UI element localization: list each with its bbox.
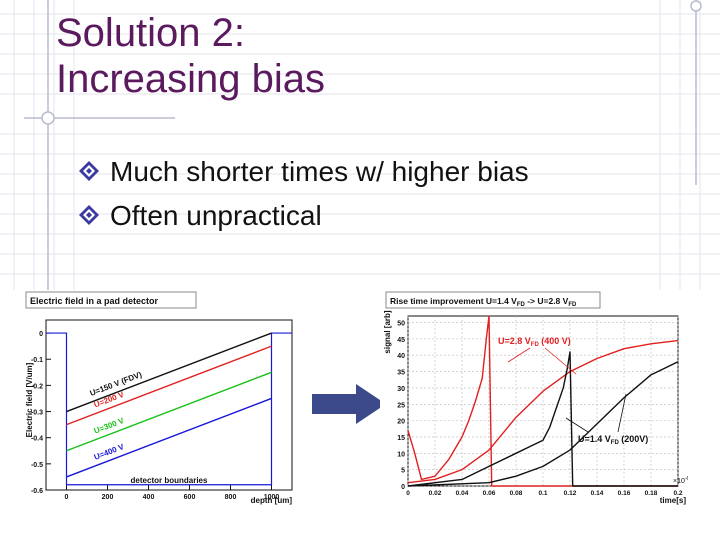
y-tick-label: -0.5 — [31, 462, 43, 469]
x-tick-label: 0.2 — [673, 490, 682, 497]
diamond-bullet-icon — [79, 161, 99, 181]
electric-field-chart: Electric field in a pad detector 0 -0.1 -0… — [24, 290, 296, 506]
x-tick-label: 0.04 — [456, 490, 469, 497]
boundaries-annotation: detector boundaries — [131, 476, 208, 485]
bullet-text: Often unpractical — [110, 200, 322, 231]
x-tick-label: 0 — [65, 494, 69, 501]
y-axis-label: Electric field [V/um] — [25, 362, 34, 437]
signal-line — [407, 351, 678, 487]
field-line — [66, 345, 272, 426]
y-tick-label: 35 — [397, 370, 405, 377]
x-tick-label: 1000 — [264, 494, 280, 501]
y-tick-label: 30 — [397, 386, 405, 393]
signal-line — [407, 361, 679, 487]
field-line — [66, 332, 272, 413]
x-multiplier-label: ×10-6 — [673, 476, 688, 485]
x-tick-label: 0.14 — [591, 490, 604, 497]
x-axis-label: time[s] — [660, 496, 687, 505]
y-tick-label: 0 — [39, 331, 43, 338]
x-tick-label: 200 — [102, 494, 114, 501]
y-tick-label: 0 — [401, 484, 405, 491]
y-tick-label: -0.2 — [31, 383, 43, 390]
x-tick-label: 800 — [225, 494, 237, 501]
y-tick-label: 10 — [397, 451, 405, 458]
y-tick-label: 20 — [397, 419, 405, 426]
x-tick-label: 0.06 — [483, 490, 496, 497]
annotation-400v: U=2.8 VFD (400 V) — [498, 336, 571, 348]
x-axis-label: depth [um] — [251, 496, 293, 505]
x-tick-label: 0.18 — [645, 490, 658, 497]
y-tick-label: 25 — [397, 402, 405, 409]
x-tick-label: 0.08 — [510, 490, 523, 497]
y-tick-label: -0.1 — [31, 357, 43, 364]
diamond-bullet-icon — [79, 205, 99, 225]
x-tick-label: 0 — [406, 490, 410, 497]
title-line-2: Increasing bias — [56, 57, 326, 101]
bullet-item: Much shorter times w/ higher bias — [78, 150, 529, 194]
detector-boundary-line — [46, 332, 292, 486]
slide-title: Solution 2: Increasing bias — [56, 10, 325, 102]
y-tick-label: 40 — [397, 353, 405, 360]
y-tick-label: -0.6 — [31, 488, 43, 495]
x-tick-label: 600 — [184, 494, 196, 501]
chart-title: Electric field in a pad detector — [30, 296, 159, 306]
chart-title: Rise time improvement U=1.4 VFD -> U=2.8… — [390, 296, 577, 308]
x-tick-label: 400 — [143, 494, 155, 501]
field-line — [66, 371, 272, 452]
signal-line — [407, 339, 679, 484]
y-tick-label: 5 — [401, 468, 405, 475]
y-axis-label: signal [arb] — [383, 310, 392, 353]
x-tick-label: 0.12 — [564, 490, 577, 497]
title-line-1: Solution 2: — [56, 11, 246, 55]
x-tick-label: 0.1 — [538, 490, 547, 497]
y-tick-label: 15 — [397, 435, 405, 442]
rise-time-chart: Rise time improvement U=1.4 VFD -> U=2.8… — [380, 290, 688, 506]
bullet-item: Often unpractical — [78, 194, 529, 238]
y-tick-label: 45 — [397, 337, 405, 344]
annotation-200v: U=1.4 VFD (200V) — [578, 434, 648, 446]
x-tick-label: 0.02 — [429, 490, 442, 497]
bullet-text: Much shorter times w/ higher bias — [110, 156, 529, 187]
right-arrow-icon — [312, 384, 386, 424]
y-tick-label: -0.4 — [31, 436, 43, 443]
y-tick-label: -0.3 — [31, 410, 43, 417]
field-line — [66, 397, 272, 478]
y-tick-label: 50 — [397, 321, 405, 328]
bullet-list: Much shorter times w/ higher bias Often … — [78, 150, 529, 238]
x-tick-label: 0.16 — [618, 490, 631, 497]
signal-line — [407, 315, 678, 487]
